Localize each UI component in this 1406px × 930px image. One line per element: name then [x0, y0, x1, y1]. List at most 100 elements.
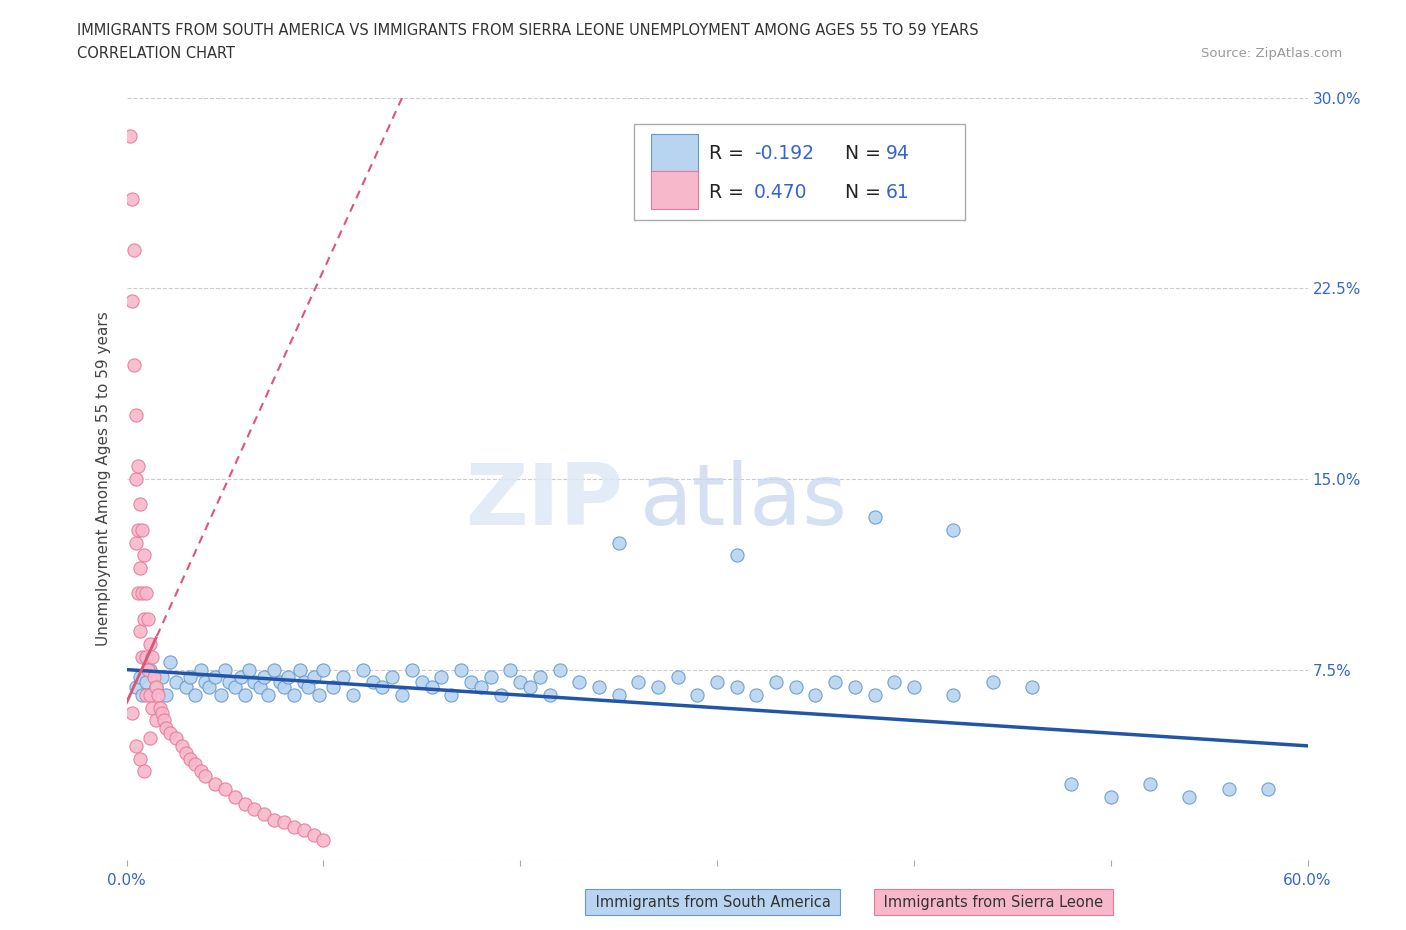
- Point: [942, 523, 965, 538]
- Point: [121, 192, 143, 206]
- Point: [209, 687, 232, 702]
- Point: [129, 670, 152, 684]
- Point: [401, 662, 423, 677]
- Point: [470, 680, 492, 695]
- Point: [489, 687, 512, 702]
- Point: [942, 687, 965, 702]
- FancyBboxPatch shape: [651, 171, 699, 209]
- Point: [627, 675, 650, 690]
- Point: [706, 675, 728, 690]
- Text: Source: ZipAtlas.com: Source: ZipAtlas.com: [1202, 46, 1343, 60]
- Point: [159, 655, 181, 670]
- Text: CORRELATION CHART: CORRELATION CHART: [77, 46, 235, 61]
- Point: [302, 670, 325, 684]
- Point: [1060, 777, 1083, 791]
- Point: [352, 662, 374, 677]
- Point: [184, 756, 207, 771]
- Text: ZIP: ZIP: [465, 460, 623, 543]
- Point: [785, 680, 807, 695]
- Point: [460, 675, 482, 690]
- Point: [288, 662, 311, 677]
- Point: [238, 662, 260, 677]
- Point: [588, 680, 610, 695]
- Point: [233, 797, 256, 812]
- Point: [844, 680, 866, 695]
- Point: [863, 510, 886, 525]
- Point: [198, 680, 221, 695]
- Point: [129, 561, 152, 576]
- Point: [257, 687, 280, 702]
- Point: [745, 687, 768, 702]
- Point: [214, 781, 236, 796]
- Point: [1139, 777, 1161, 791]
- Point: [204, 777, 226, 791]
- Point: [179, 751, 201, 766]
- Point: [145, 680, 167, 695]
- Point: [190, 662, 212, 677]
- Point: [121, 705, 143, 720]
- Point: [134, 548, 156, 563]
- Point: [666, 670, 689, 684]
- Point: [214, 662, 236, 677]
- Point: [824, 675, 846, 690]
- Text: atlas: atlas: [640, 460, 848, 543]
- Point: [263, 662, 285, 677]
- Point: [129, 624, 152, 639]
- Point: [139, 637, 162, 652]
- Text: N =: N =: [832, 183, 887, 203]
- Point: [233, 687, 256, 702]
- Point: [297, 680, 319, 695]
- Point: [139, 662, 162, 677]
- Text: 94: 94: [886, 144, 910, 163]
- Text: -0.192: -0.192: [754, 144, 814, 163]
- Point: [420, 680, 443, 695]
- Point: [269, 675, 291, 690]
- Point: [153, 713, 176, 728]
- Point: [127, 458, 149, 473]
- Point: [127, 523, 149, 538]
- Point: [273, 680, 295, 695]
- Point: [120, 128, 142, 143]
- Text: R =: R =: [709, 183, 749, 203]
- Point: [150, 705, 173, 720]
- Point: [194, 769, 217, 784]
- Point: [194, 675, 217, 690]
- Point: [283, 819, 305, 834]
- Point: [146, 687, 169, 702]
- Point: [139, 687, 162, 702]
- Point: [277, 670, 299, 684]
- Point: [136, 611, 159, 626]
- Point: [253, 807, 276, 822]
- Point: [538, 687, 561, 702]
- Point: [371, 680, 394, 695]
- Text: IMMIGRANTS FROM SOUTH AMERICA VS IMMIGRANTS FROM SIERRA LEONE UNEMPLOYMENT AMONG: IMMIGRANTS FROM SOUTH AMERICA VS IMMIGRA…: [77, 23, 979, 38]
- Point: [131, 586, 153, 601]
- Point: [125, 472, 148, 486]
- Point: [243, 675, 266, 690]
- Point: [229, 670, 252, 684]
- Point: [143, 670, 166, 684]
- Point: [134, 764, 156, 778]
- Point: [519, 680, 541, 695]
- Point: [243, 802, 266, 817]
- Point: [131, 687, 153, 702]
- Point: [292, 675, 315, 690]
- FancyBboxPatch shape: [651, 134, 699, 172]
- Point: [125, 408, 148, 423]
- Point: [499, 662, 522, 677]
- Point: [125, 680, 148, 695]
- Point: [159, 725, 181, 740]
- Point: [725, 548, 748, 563]
- Point: [218, 675, 240, 690]
- Point: [145, 680, 167, 695]
- Point: [224, 680, 246, 695]
- Point: [224, 790, 246, 804]
- Point: [312, 662, 335, 677]
- Point: [804, 687, 827, 702]
- Point: [430, 670, 453, 684]
- Point: [127, 586, 149, 601]
- Point: [121, 294, 143, 309]
- Y-axis label: Unemployment Among Ages 55 to 59 years: Unemployment Among Ages 55 to 59 years: [96, 312, 111, 646]
- Point: [139, 731, 162, 746]
- Point: [155, 721, 177, 736]
